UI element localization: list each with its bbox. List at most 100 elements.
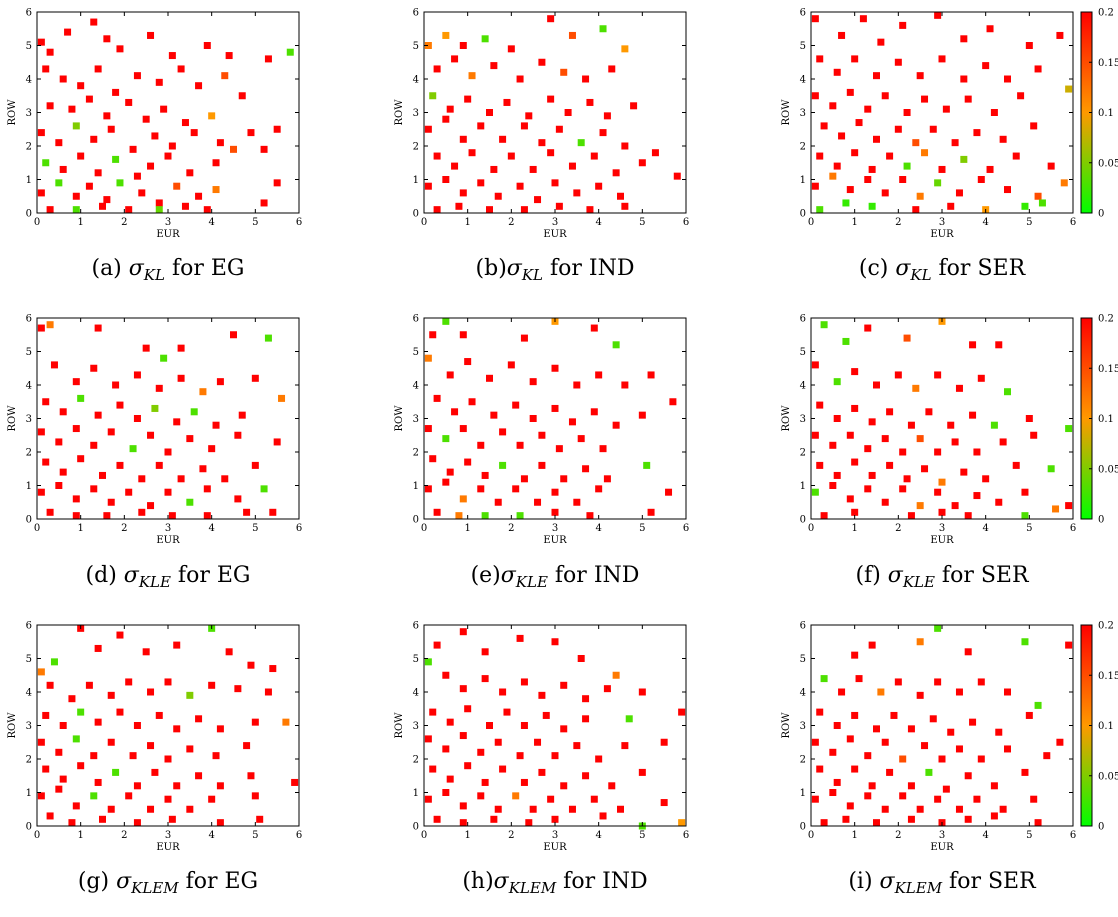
- data-point: [903, 162, 911, 170]
- data-point: [490, 62, 498, 70]
- data-point: [151, 404, 159, 412]
- x-tick-label: 5: [252, 217, 258, 228]
- data-point: [868, 165, 876, 173]
- data-point: [216, 782, 224, 790]
- data-point: [881, 92, 889, 100]
- x-tick-label: 3: [939, 217, 945, 228]
- y-tick-label: 3: [413, 414, 419, 425]
- data-point: [503, 98, 511, 106]
- data-point: [468, 72, 476, 80]
- data-point: [72, 735, 80, 743]
- data-point: [247, 661, 255, 669]
- data-point: [90, 752, 98, 760]
- data-point: [116, 461, 124, 469]
- data-point: [886, 152, 894, 160]
- data-point: [921, 742, 929, 750]
- data-point: [873, 72, 880, 80]
- data-point: [529, 378, 537, 386]
- x-tick-label: 6: [683, 830, 689, 841]
- x-tick-label: 1: [851, 217, 857, 228]
- data-point: [451, 162, 459, 170]
- data-point: [160, 105, 168, 113]
- data-point: [90, 485, 98, 493]
- x-tick-label: 3: [552, 830, 558, 841]
- data-point: [573, 381, 581, 389]
- data-point: [46, 812, 54, 820]
- data-point: [538, 691, 546, 699]
- data-point: [433, 394, 441, 402]
- y-tick-label: 6: [26, 621, 32, 632]
- data-point: [1065, 85, 1073, 93]
- data-point: [512, 485, 520, 493]
- data-point: [464, 762, 472, 770]
- data-point: [142, 344, 150, 352]
- data-point: [94, 411, 102, 419]
- data-point: [59, 722, 67, 729]
- x-tick-label: 4: [595, 830, 601, 841]
- data-point: [520, 334, 528, 342]
- data-point: [612, 421, 620, 429]
- y-tick-label: 5: [800, 41, 806, 52]
- data-point: [990, 782, 998, 790]
- data-point: [916, 691, 924, 699]
- data-point: [494, 738, 502, 746]
- data-point: [451, 55, 459, 63]
- data-point: [186, 498, 194, 506]
- caption-symbol: σ: [116, 869, 132, 894]
- x-tick-label: 6: [683, 523, 689, 534]
- data-point: [442, 176, 450, 183]
- colorbar-tick-label: 0.2: [1098, 8, 1114, 19]
- data-point: [973, 492, 981, 500]
- data-point: [507, 45, 515, 53]
- data-point: [595, 485, 603, 493]
- data-point: [934, 371, 942, 379]
- data-point: [829, 748, 837, 756]
- data-point: [507, 152, 515, 160]
- data-point: [186, 745, 194, 753]
- data-point: [977, 678, 985, 686]
- data-point: [212, 159, 220, 167]
- data-point: [986, 165, 994, 173]
- data-point: [621, 381, 629, 389]
- data-point: [582, 715, 590, 723]
- data-point: [881, 805, 889, 813]
- data-point: [538, 461, 546, 469]
- data-point: [934, 795, 942, 803]
- data-point: [816, 708, 824, 716]
- data-point: [859, 15, 867, 23]
- data-point: [1004, 688, 1011, 696]
- data-point: [846, 495, 854, 503]
- data-point: [464, 95, 472, 103]
- data-point: [855, 119, 863, 127]
- data-point: [899, 176, 907, 183]
- data-point: [147, 805, 155, 813]
- y-tick-label: 3: [413, 721, 419, 732]
- data-point: [64, 28, 72, 36]
- data-point: [195, 82, 203, 90]
- data-point: [551, 752, 559, 760]
- data-point: [282, 718, 290, 726]
- data-point: [921, 95, 929, 103]
- data-point: [147, 431, 155, 439]
- data-point: [216, 378, 224, 386]
- data-point: [90, 441, 98, 449]
- data-point: [433, 65, 441, 73]
- data-point: [221, 475, 229, 483]
- data-point: [921, 149, 929, 157]
- data-point: [94, 324, 102, 332]
- data-point: [260, 145, 268, 153]
- x-tick-label: 1: [77, 830, 83, 841]
- data-point: [560, 782, 568, 790]
- data-point: [181, 202, 189, 210]
- data-point: [99, 815, 106, 823]
- data-point: [433, 815, 441, 823]
- data-point: [973, 129, 981, 137]
- data-point: [125, 678, 133, 686]
- data-point: [816, 152, 824, 160]
- data-point: [494, 192, 502, 200]
- data-point: [37, 792, 45, 800]
- data-point: [951, 438, 959, 446]
- panel-caption: (e)σKLE for IND: [471, 563, 640, 591]
- caption-suffix: for EG: [165, 256, 245, 281]
- y-tick-label: 1: [800, 788, 806, 799]
